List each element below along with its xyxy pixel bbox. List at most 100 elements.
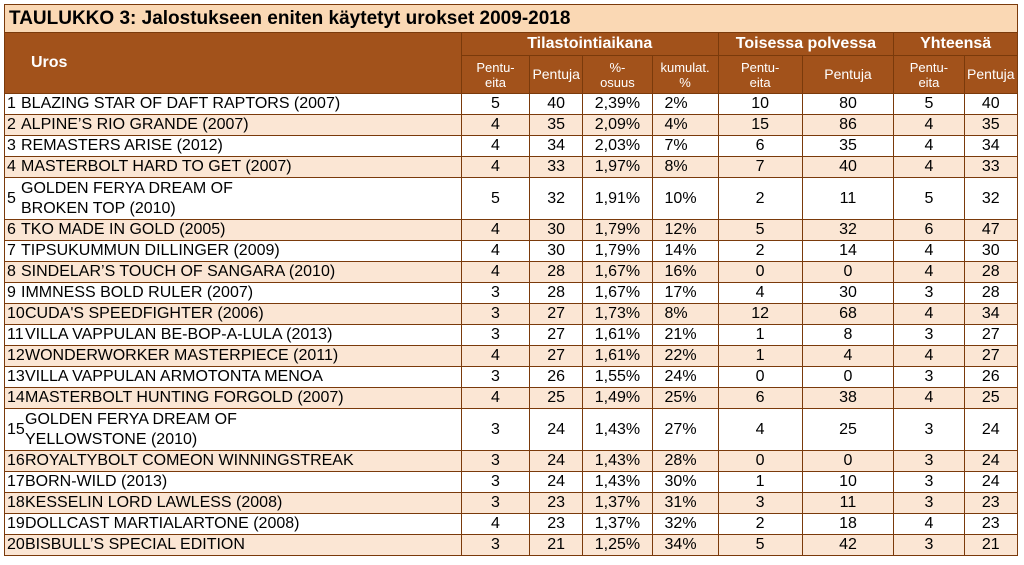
toisessa-pentuja-cell: 11 (801, 492, 895, 514)
uros-cell: 8 SINDELAR’S TOUCH OF SANGARA (2010) (4, 261, 462, 283)
kumulat-cell: 25% (651, 387, 719, 409)
toisessa-pentuja-cell: 4 (801, 345, 895, 367)
table-row: 2 ALPINE’S RIO GRANDE (2007) 4 35 2,09% 4% 15 8… (4, 114, 1019, 136)
row-number: 3 (7, 137, 16, 154)
row-number: 17 (7, 473, 25, 490)
osuus-cell: 1,79% (582, 219, 653, 241)
row-number: 9 (7, 284, 16, 301)
yhteensa-pentueita-cell: 3 (893, 534, 965, 556)
yhteensa-pentuja-cell: 28 (963, 261, 1019, 283)
toisessa-pentueita-cell: 4 (717, 408, 803, 451)
table-row: 16ROYALTYBOLT COMEON WINNINGSTREAK 3 24 1,4… (4, 450, 1019, 472)
table-row: 9 IMMNESS BOLD RULER (2007) 3 28 1,67% 17% 4 30… (4, 282, 1019, 304)
kumulat-cell: 27% (651, 408, 719, 451)
table-row: 8 SINDELAR’S TOUCH OF SANGARA (2010) 4 28 1,… (4, 261, 1019, 283)
dog-name: CUDA'S SPEEDFIGHTER (2006) (25, 305, 264, 322)
uros-cell: 10CUDA'S SPEEDFIGHTER (2006) (4, 303, 462, 325)
osuus-cell: 1,67% (582, 261, 653, 283)
kumulat-cell: 14% (651, 240, 719, 262)
pentuja-cell: 28 (529, 261, 584, 283)
table-row: 10CUDA'S SPEEDFIGHTER (2006) 3 27 1,73% 8% 12… (4, 303, 1019, 325)
yhteensa-pentueita-cell: 4 (893, 135, 965, 157)
toisessa-pentuja-cell: 8 (801, 324, 895, 346)
dog-name-line2: BROKEN TOP (2010) (21, 199, 176, 217)
dog-name: SINDELAR’S TOUCH OF SANGARA (2010) (21, 263, 336, 280)
table-row: 12WONDERWORKER MASTERPIECE (2011) 4 27 1,61… (4, 345, 1019, 367)
table-row: 7 TIPSUKUMMUN DILLINGER (2009) 4 30 1,79% 14%… (4, 240, 1019, 262)
osuus-cell: 1,61% (582, 345, 653, 367)
toisessa-pentuja-cell: 30 (801, 282, 895, 304)
pentueita-cell: 4 (460, 345, 531, 367)
yhteensa-pentueita-cell: 5 (893, 93, 965, 115)
yhteensa-pentueita-cell: 4 (893, 156, 965, 178)
kumulat-cell: 8% (651, 303, 719, 325)
dog-name-line2: YELLOWSTONE (2010) (25, 430, 198, 448)
toisessa-pentueita-cell: 0 (717, 261, 803, 283)
kumulat-cell: 7% (651, 135, 719, 157)
yhteensa-pentuja-cell: 35 (963, 114, 1019, 136)
pentuja-cell: 24 (529, 450, 584, 472)
uros-cell: 17BORN-WILD (2013) (4, 471, 462, 493)
pentuja-cell: 34 (529, 135, 584, 157)
kumulat-cell: 34% (651, 534, 719, 556)
osuus-cell: 2,09% (582, 114, 653, 136)
toisessa-pentuja-cell: 80 (801, 93, 895, 115)
table-row: 20BISBULL’S SPECIAL EDITION 3 21 1,25% 34% 5 4… (4, 534, 1019, 556)
dog-name: BLAZING STAR OF DAFT RAPTORS (2007) (21, 95, 341, 112)
table-row: 3 REMASTERS ARISE (2012) 4 34 2,03% 7% 6 35 4 34 (4, 135, 1019, 157)
dog-name: MASTERBOLT HUNTING FORGOLD (2007) (25, 389, 344, 406)
pentueita-cell: 3 (460, 534, 531, 556)
uros-cell: 2 ALPINE’S RIO GRANDE (2007) (4, 114, 462, 136)
dog-name: IMMNESS BOLD RULER (2007) (21, 284, 254, 301)
header-pentueita: Pentu- eita (460, 55, 531, 94)
osuus-cell: 1,37% (582, 513, 653, 535)
dog-name: VILLA VAPPULAN BE-BOP-A-LULA (2013) (25, 326, 333, 343)
toisessa-pentueita-cell: 2 (717, 177, 803, 220)
row-number: 14 (7, 389, 25, 406)
yhteensa-pentuja-cell: 34 (963, 135, 1019, 157)
pentuja-cell: 21 (529, 534, 584, 556)
toisessa-pentueita-cell: 12 (717, 303, 803, 325)
uros-cell: 12WONDERWORKER MASTERPIECE (2011) (4, 345, 462, 367)
kumulat-cell: 2% (651, 93, 719, 115)
osuus-cell: 1,61% (582, 324, 653, 346)
toisessa-pentueita-cell: 3 (717, 492, 803, 514)
dog-name: ROYALTYBOLT COMEON WINNINGSTREAK (25, 452, 354, 469)
pentuja-cell: 27 (529, 303, 584, 325)
header-yhteensa: Yhteensä (893, 32, 1018, 56)
uros-cell: 15 GOLDEN FERYA DREAM OF YELLOWSTONE (2010… (4, 408, 462, 451)
yhteensa-pentueita-cell: 3 (893, 471, 965, 493)
pentuja-cell: 26 (529, 366, 584, 388)
pentuja-cell: 23 (529, 513, 584, 535)
toisessa-pentuja-cell: 25 (801, 408, 895, 451)
kumulat-cell: 21% (651, 324, 719, 346)
yhteensa-pentuja-cell: 24 (963, 408, 1019, 451)
yhteensa-pentueita-cell: 4 (893, 345, 965, 367)
table-row: 19DOLLCAST MARTIALARTONE (2008) 4 23 1,37% 3… (4, 513, 1019, 535)
yhteensa-pentueita-cell: 4 (893, 240, 965, 262)
table-row: 14MASTERBOLT HUNTING FORGOLD (2007) 4 25 1,… (4, 387, 1019, 409)
pentueita-cell: 3 (460, 303, 531, 325)
pentueita-cell: 3 (460, 324, 531, 346)
row-number: 5 (7, 189, 16, 207)
table-title: TAULUKKO 3: Jalostukseen eniten käytetyt… (4, 4, 1018, 33)
header-uros: Uros (4, 32, 462, 94)
toisessa-pentueita-cell: 15 (717, 114, 803, 136)
osuus-cell: 1,73% (582, 303, 653, 325)
yhteensa-pentuja-cell: 24 (963, 450, 1019, 472)
row-number: 13 (7, 368, 25, 385)
pentueita-cell: 3 (460, 408, 531, 451)
osuus-cell: 1,43% (582, 450, 653, 472)
row-number: 15 (7, 420, 25, 438)
table-row: 6 TKO MADE IN GOLD (2005) 4 30 1,79% 12% 5 32 6 4… (4, 219, 1019, 241)
toisessa-pentueita-cell: 5 (717, 219, 803, 241)
toisessa-pentuja-cell: 0 (801, 366, 895, 388)
header-pentueita-yhteensa: Pentu- eita (893, 55, 965, 94)
yhteensa-pentueita-cell: 3 (893, 366, 965, 388)
pentuja-cell: 35 (529, 114, 584, 136)
toisessa-pentuja-cell: 32 (801, 219, 895, 241)
row-number: 1 (7, 95, 16, 112)
table-row: 17BORN-WILD (2013) 3 24 1,43% 30% 1 10 3 24 (4, 471, 1019, 493)
pentueita-cell: 4 (460, 240, 531, 262)
pentueita-cell: 3 (460, 492, 531, 514)
